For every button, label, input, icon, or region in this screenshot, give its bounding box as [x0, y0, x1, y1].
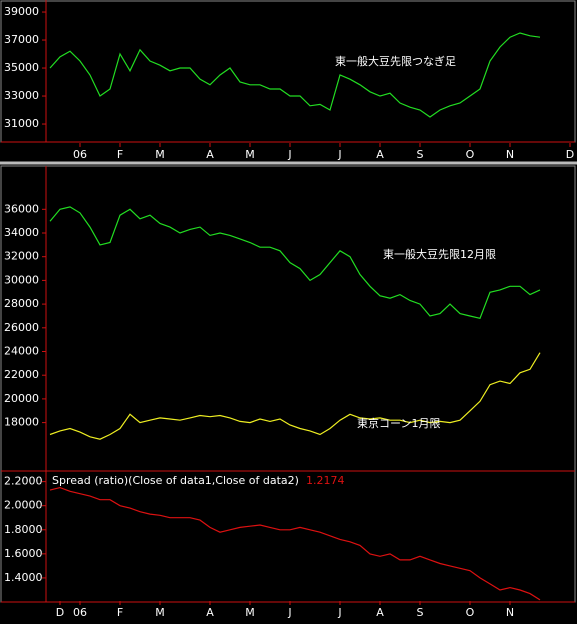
y-tick-label: 26000	[4, 321, 39, 334]
x-tick-label: F	[117, 606, 123, 619]
series-label: 東京コーン1月限	[357, 416, 440, 430]
y-tick-label: 1.8000	[4, 523, 43, 536]
x-tick-label: M	[155, 148, 165, 161]
y-tick-label: 18000	[4, 416, 39, 429]
x-tick-label: N	[506, 148, 514, 161]
x-tick-label: A	[376, 148, 384, 161]
x-tick-label: J	[287, 148, 291, 161]
x-tick-label: M	[245, 606, 255, 619]
x-tick-label: A	[376, 606, 384, 619]
x-tick-label: J	[337, 606, 341, 619]
y-tick-label: 22000	[4, 368, 39, 381]
y-tick-label: 1.4000	[4, 571, 43, 584]
series-label: 東一般大豆先限つなぎ足	[335, 54, 456, 68]
x-tick-label: D	[566, 148, 574, 161]
x-tick-label: 06	[73, 148, 87, 161]
y-tick-label: 31000	[4, 117, 39, 130]
x-tick-label: M	[155, 606, 165, 619]
y-tick-label: 37000	[4, 33, 39, 46]
y-tick-label: 20000	[4, 392, 39, 405]
y-tick-label: 24000	[4, 345, 39, 358]
series-line	[49, 486, 541, 601]
x-tick-label: N	[506, 606, 514, 619]
x-tick-label: M	[245, 148, 255, 161]
y-tick-label: 2.2000	[4, 475, 43, 488]
x-tick-label: F	[117, 148, 123, 161]
x-tick-label: A	[206, 148, 214, 161]
y-tick-label: 1.6000	[4, 547, 43, 560]
x-tick-label: S	[417, 148, 424, 161]
x-tick-label: J	[337, 148, 341, 161]
x-tick-label: O	[466, 148, 475, 161]
y-tick-label: 32000	[4, 250, 39, 263]
y-tick-label: 30000	[4, 273, 39, 286]
series-label: 東一般大豆先限12月限	[383, 247, 496, 261]
series-line	[49, 206, 541, 320]
y-tick-label: 34000	[4, 226, 39, 239]
y-tick-label: 36000	[4, 202, 39, 215]
x-tick-label: A	[206, 606, 214, 619]
y-tick-label: 33000	[4, 89, 39, 102]
x-tick-label: 06	[73, 606, 87, 619]
series-label: Spread (ratio)(Close of data1,Close of d…	[52, 474, 299, 487]
last-value-label: 1.2174	[306, 474, 345, 487]
y-tick-label: 35000	[4, 61, 39, 74]
y-tick-label: 28000	[4, 297, 39, 310]
y-tick-label: 39000	[4, 5, 39, 18]
series-line	[49, 32, 541, 118]
series-line	[49, 352, 541, 440]
x-tick-label: O	[466, 606, 475, 619]
x-tick-label: S	[417, 606, 424, 619]
x-tick-label: D	[56, 606, 64, 619]
x-tick-label: J	[287, 606, 291, 619]
y-tick-label: 2.0000	[4, 499, 43, 512]
